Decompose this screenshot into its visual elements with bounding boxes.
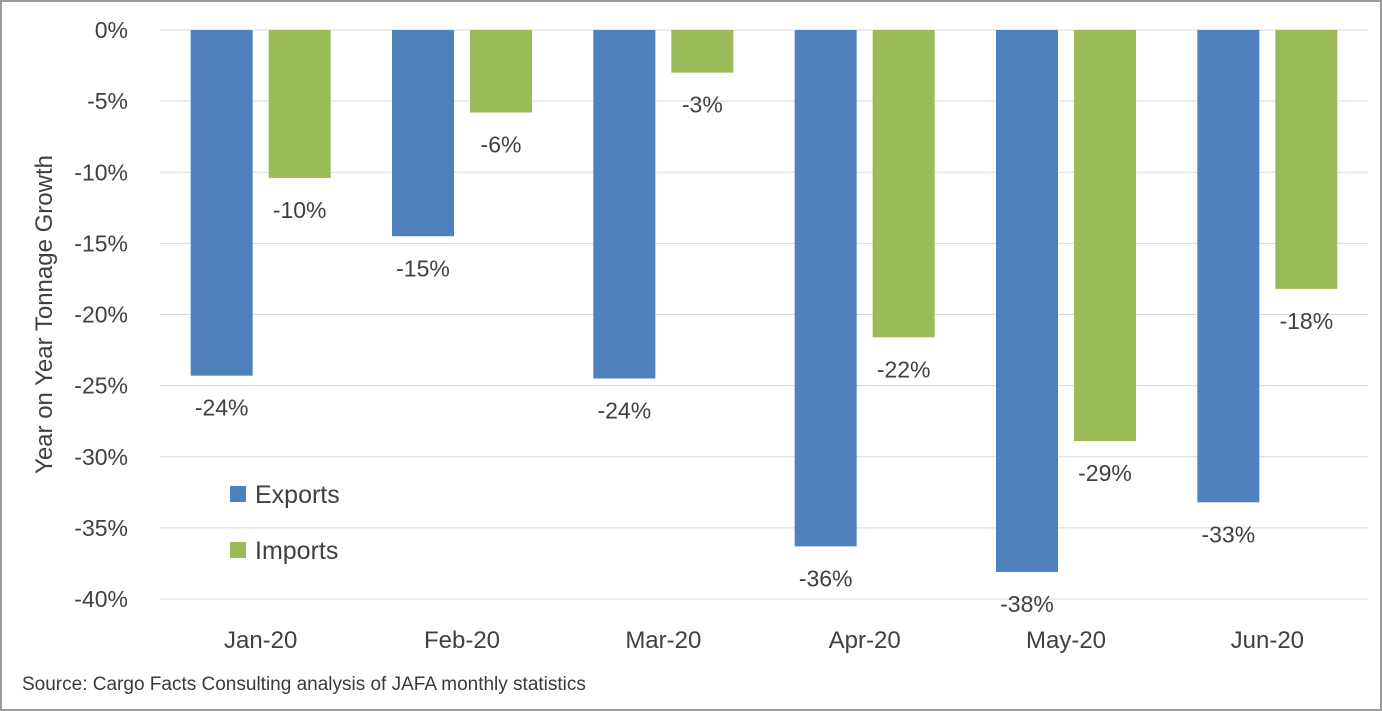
data-label-exports: -33% xyxy=(1201,521,1255,547)
data-label-exports: -36% xyxy=(799,565,853,591)
bar-exports xyxy=(794,30,857,547)
y-tick-label: -5% xyxy=(87,88,128,114)
bar-imports xyxy=(872,30,935,338)
legend-label-imports: Imports xyxy=(255,537,338,565)
legend-swatch-imports xyxy=(230,542,246,558)
y-tick-label: -20% xyxy=(74,302,128,328)
bar-imports xyxy=(1275,30,1338,289)
x-tick-label: Jun-20 xyxy=(1231,627,1304,654)
data-label-imports: -18% xyxy=(1279,308,1333,334)
data-label-exports: -15% xyxy=(396,255,450,281)
y-tick-label: -10% xyxy=(74,159,128,185)
bar-exports xyxy=(996,30,1058,572)
x-tick-label: Apr-20 xyxy=(829,627,901,654)
bar-exports xyxy=(190,30,253,376)
data-label-imports: -3% xyxy=(682,92,723,118)
bar-exports xyxy=(392,30,454,237)
data-label-exports: -38% xyxy=(1000,591,1054,617)
legend-label-exports: Exports xyxy=(255,481,340,509)
x-tick-label: Feb-20 xyxy=(424,627,500,654)
data-label-exports: -24% xyxy=(597,398,651,424)
bar-exports xyxy=(1197,30,1260,503)
x-tick-label: Jan-20 xyxy=(224,627,297,654)
data-label-imports: -6% xyxy=(481,132,522,158)
y-tick-label: -25% xyxy=(74,373,128,399)
x-tick-label: Mar-20 xyxy=(625,627,701,654)
y-tick-label: -35% xyxy=(74,515,128,541)
y-tick-label: -30% xyxy=(74,444,128,470)
bar-imports xyxy=(671,30,734,73)
y-tick-label: -40% xyxy=(74,586,128,612)
y-tick-label: 0% xyxy=(95,17,128,43)
data-label-exports: -24% xyxy=(195,395,249,421)
data-label-imports: -22% xyxy=(877,356,931,382)
source-note: Source: Cargo Facts Consulting analysis … xyxy=(22,674,586,695)
bar-exports xyxy=(593,30,656,379)
y-axis-title: Year on Year Tonnage Growth xyxy=(31,155,58,474)
x-tick-label: May-20 xyxy=(1026,627,1106,654)
data-label-imports: -10% xyxy=(273,197,327,223)
bar-imports xyxy=(470,30,532,113)
y-tick-label: -15% xyxy=(74,230,128,256)
bar-imports xyxy=(1074,30,1136,442)
data-label-imports: -29% xyxy=(1078,460,1132,486)
legend-swatch-exports xyxy=(230,486,246,502)
bar-imports xyxy=(268,30,331,178)
